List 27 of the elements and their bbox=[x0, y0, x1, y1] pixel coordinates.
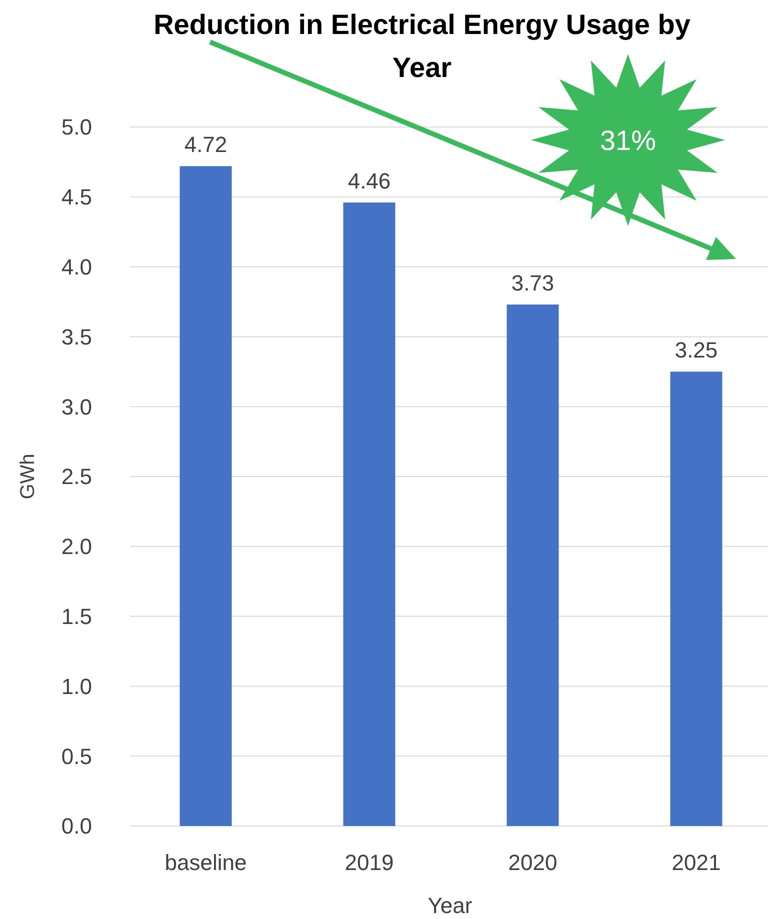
x-tick-label: baseline bbox=[164, 850, 247, 875]
data-label: 3.73 bbox=[511, 270, 554, 296]
y-tick-label: 0.0 bbox=[61, 814, 92, 839]
chart-title: Reduction in Electrical Energy Usage by Year bbox=[154, 9, 691, 83]
bar bbox=[343, 202, 396, 826]
y-tick-label: 3.0 bbox=[61, 394, 92, 420]
x-tick-label: 2021 bbox=[672, 850, 721, 875]
y-tick-label: 5.0 bbox=[61, 114, 92, 140]
annotation: 31% bbox=[600, 124, 656, 156]
y-tick-label: 0.5 bbox=[61, 744, 92, 769]
bar bbox=[506, 304, 559, 826]
bar bbox=[670, 372, 722, 826]
y-axis-title: GWh bbox=[17, 454, 39, 500]
y-tick-label: 4.5 bbox=[61, 184, 92, 210]
y-tick-label: 1.5 bbox=[61, 604, 92, 629]
x-tick-label: 2020 bbox=[508, 850, 558, 875]
data-label: 3.25 bbox=[674, 338, 718, 363]
y-tick-label: 2.0 bbox=[61, 534, 92, 560]
y-tick-label: 3.5 bbox=[61, 324, 92, 350]
y-tick-label: 2.5 bbox=[61, 464, 92, 490]
x-axis-title: Year bbox=[428, 893, 472, 918]
bar bbox=[180, 166, 232, 826]
data-label: 4.46 bbox=[348, 168, 391, 194]
y-tick-label: 4.0 bbox=[61, 254, 92, 280]
y-tick-label: 1.0 bbox=[61, 674, 92, 699]
data-label: 4.72 bbox=[184, 132, 228, 158]
x-tick-label: 2019 bbox=[344, 850, 394, 875]
